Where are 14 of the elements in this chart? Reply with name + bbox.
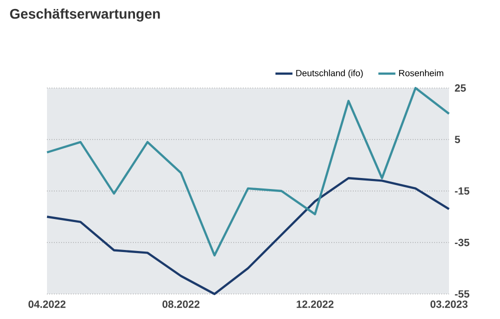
y-tick-label: 5 (454, 136, 460, 144)
y-tick-label: -15 (454, 187, 470, 195)
legend-label: Deutschland (ifo) (296, 70, 363, 78)
legend-label: Rosenheim (399, 70, 444, 76)
x-tick-label: 04.2022 (28, 300, 66, 308)
chart-title: Geschäftserwartungen (10, 8, 160, 22)
x-tick-label: 03.2023 (430, 300, 468, 308)
line-series (46, 177, 450, 296)
y-tick-label: 25 (454, 84, 466, 92)
line-series (46, 86, 450, 256)
y-tick-label: -55 (454, 290, 470, 298)
x-tick-label: 12.2022 (296, 300, 334, 308)
x-tick-label: 08.2022 (162, 300, 200, 308)
y-tick-label: -35 (454, 238, 470, 246)
